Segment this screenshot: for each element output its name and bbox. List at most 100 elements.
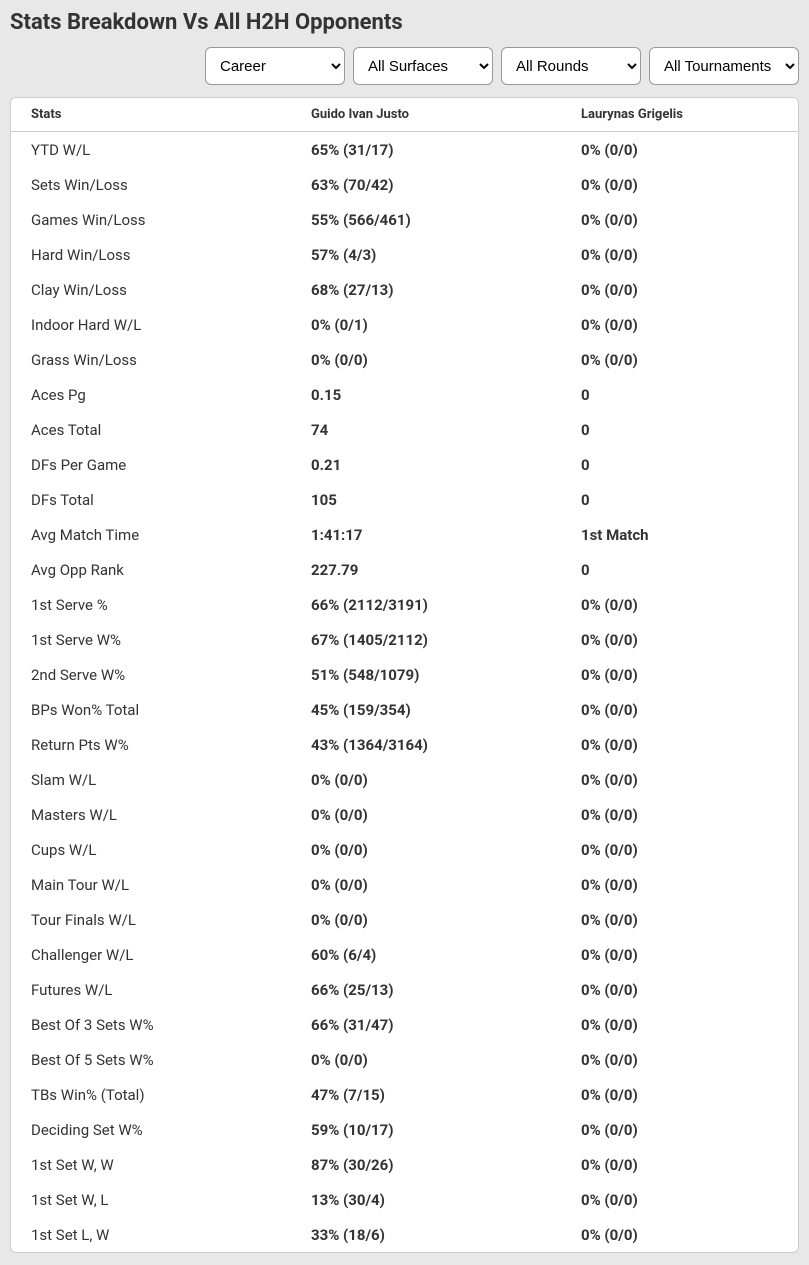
stat-label: Best Of 5 Sets W%: [11, 1042, 291, 1077]
stat-label: Hard Win/Loss: [11, 237, 291, 272]
table-row: Deciding Set W%59% (10/17)0% (0/0): [11, 1112, 798, 1147]
stat-label: Clay Win/Loss: [11, 272, 291, 307]
stat-value-player2: 0: [561, 552, 798, 587]
header-stats: Stats: [11, 98, 291, 132]
stat-value-player2: 0% (0/0): [561, 867, 798, 902]
stat-value-player1: 1:41:17: [291, 517, 561, 552]
stat-label: TBs Win% (Total): [11, 1077, 291, 1112]
table-row: BPs Won% Total45% (159/354)0% (0/0): [11, 692, 798, 727]
table-row: Masters W/L0% (0/0)0% (0/0): [11, 797, 798, 832]
table-row: TBs Win% (Total)47% (7/15)0% (0/0): [11, 1077, 798, 1112]
stat-value-player1: 105: [291, 482, 561, 517]
stat-label: BPs Won% Total: [11, 692, 291, 727]
stat-label: Best Of 3 Sets W%: [11, 1007, 291, 1042]
table-row: 1st Set L, W33% (18/6)0% (0/0): [11, 1217, 798, 1252]
table-row: YTD W/L65% (31/17)0% (0/0): [11, 132, 798, 168]
table-row: 1st Set W, L13% (30/4)0% (0/0): [11, 1182, 798, 1217]
stat-value-player2: 0% (0/0): [561, 692, 798, 727]
stat-label: Cups W/L: [11, 832, 291, 867]
stat-label: DFs Per Game: [11, 447, 291, 482]
stat-value-player1: 227.79: [291, 552, 561, 587]
stat-value-player2: 0% (0/0): [561, 1112, 798, 1147]
stat-label: Masters W/L: [11, 797, 291, 832]
table-row: Return Pts W%43% (1364/3164)0% (0/0): [11, 727, 798, 762]
table-row: Cups W/L0% (0/0)0% (0/0): [11, 832, 798, 867]
stat-value-player1: 13% (30/4): [291, 1182, 561, 1217]
stat-value-player1: 60% (6/4): [291, 937, 561, 972]
table-row: Hard Win/Loss57% (4/3)0% (0/0): [11, 237, 798, 272]
stat-value-player1: 45% (159/354): [291, 692, 561, 727]
stat-value-player1: 0.15: [291, 377, 561, 412]
stat-value-player1: 0.21: [291, 447, 561, 482]
stat-value-player2: 0% (0/0): [561, 797, 798, 832]
page-title: Stats Breakdown Vs All H2H Opponents: [10, 10, 799, 35]
table-row: Avg Opp Rank227.790: [11, 552, 798, 587]
stat-value-player1: 57% (4/3): [291, 237, 561, 272]
table-row: 1st Serve W%67% (1405/2112)0% (0/0): [11, 622, 798, 657]
stat-label: Avg Opp Rank: [11, 552, 291, 587]
stat-label: Tour Finals W/L: [11, 902, 291, 937]
stat-value-player1: 0% (0/0): [291, 902, 561, 937]
stat-label: 1st Serve %: [11, 587, 291, 622]
surfaces-select[interactable]: All Surfaces: [353, 47, 493, 85]
stat-value-player1: 0% (0/0): [291, 797, 561, 832]
stat-value-player1: 66% (2112/3191): [291, 587, 561, 622]
stat-label: YTD W/L: [11, 132, 291, 168]
stat-label: 1st Set W, L: [11, 1182, 291, 1217]
stat-value-player2: 0% (0/0): [561, 902, 798, 937]
stat-label: Futures W/L: [11, 972, 291, 1007]
stat-value-player1: 33% (18/6): [291, 1217, 561, 1252]
stat-label: 1st Set W, W: [11, 1147, 291, 1182]
stat-value-player2: 0% (0/0): [561, 762, 798, 797]
stat-value-player1: 67% (1405/2112): [291, 622, 561, 657]
table-row: Grass Win/Loss0% (0/0)0% (0/0): [11, 342, 798, 377]
stat-value-player2: 0% (0/0): [561, 972, 798, 1007]
stat-value-player2: 0% (0/0): [561, 202, 798, 237]
stat-value-player2: 0% (0/0): [561, 1077, 798, 1112]
period-select[interactable]: Career: [205, 47, 345, 85]
header-player1: Guido Ivan Justo: [291, 98, 561, 132]
table-row: Avg Match Time1:41:171st Match: [11, 517, 798, 552]
stat-label: 2nd Serve W%: [11, 657, 291, 692]
stat-value-player1: 65% (31/17): [291, 132, 561, 168]
stat-value-player1: 0% (0/0): [291, 867, 561, 902]
stat-value-player1: 0% (0/0): [291, 762, 561, 797]
table-row: Challenger W/L60% (6/4)0% (0/0): [11, 937, 798, 972]
table-row: Aces Total740: [11, 412, 798, 447]
stat-value-player2: 0: [561, 482, 798, 517]
table-row: Main Tour W/L0% (0/0)0% (0/0): [11, 867, 798, 902]
stat-value-player2: 0% (0/0): [561, 132, 798, 168]
stat-value-player2: 0% (0/0): [561, 727, 798, 762]
stat-value-player2: 0% (0/0): [561, 307, 798, 342]
tournaments-select[interactable]: All Tournaments: [649, 47, 799, 85]
stat-value-player1: 68% (27/13): [291, 272, 561, 307]
stat-value-player1: 47% (7/15): [291, 1077, 561, 1112]
stat-label: Main Tour W/L: [11, 867, 291, 902]
stat-value-player1: 87% (30/26): [291, 1147, 561, 1182]
stat-value-player2: 0% (0/0): [561, 1217, 798, 1252]
stat-label: Sets Win/Loss: [11, 167, 291, 202]
table-row: Games Win/Loss55% (566/461)0% (0/0): [11, 202, 798, 237]
table-row: Clay Win/Loss68% (27/13)0% (0/0): [11, 272, 798, 307]
stat-label: Aces Total: [11, 412, 291, 447]
stat-value-player2: 0% (0/0): [561, 657, 798, 692]
stat-value-player1: 51% (548/1079): [291, 657, 561, 692]
stats-table: Stats Guido Ivan Justo Laurynas Grigelis…: [11, 98, 798, 1252]
table-row: Tour Finals W/L0% (0/0)0% (0/0): [11, 902, 798, 937]
stat-label: Deciding Set W%: [11, 1112, 291, 1147]
stat-value-player2: 0% (0/0): [561, 237, 798, 272]
stat-label: Games Win/Loss: [11, 202, 291, 237]
stat-value-player2: 0% (0/0): [561, 832, 798, 867]
stat-value-player2: 0: [561, 447, 798, 482]
stat-label: Slam W/L: [11, 762, 291, 797]
stat-label: 1st Set L, W: [11, 1217, 291, 1252]
stats-table-container: Stats Guido Ivan Justo Laurynas Grigelis…: [10, 97, 799, 1253]
rounds-select[interactable]: All Rounds: [501, 47, 641, 85]
stat-value-player2: 0% (0/0): [561, 622, 798, 657]
table-row: 1st Set W, W87% (30/26)0% (0/0): [11, 1147, 798, 1182]
table-row: 2nd Serve W%51% (548/1079)0% (0/0): [11, 657, 798, 692]
stat-label: Aces Pg: [11, 377, 291, 412]
stat-value-player2: 0% (0/0): [561, 342, 798, 377]
table-row: DFs Total1050: [11, 482, 798, 517]
stat-value-player1: 43% (1364/3164): [291, 727, 561, 762]
